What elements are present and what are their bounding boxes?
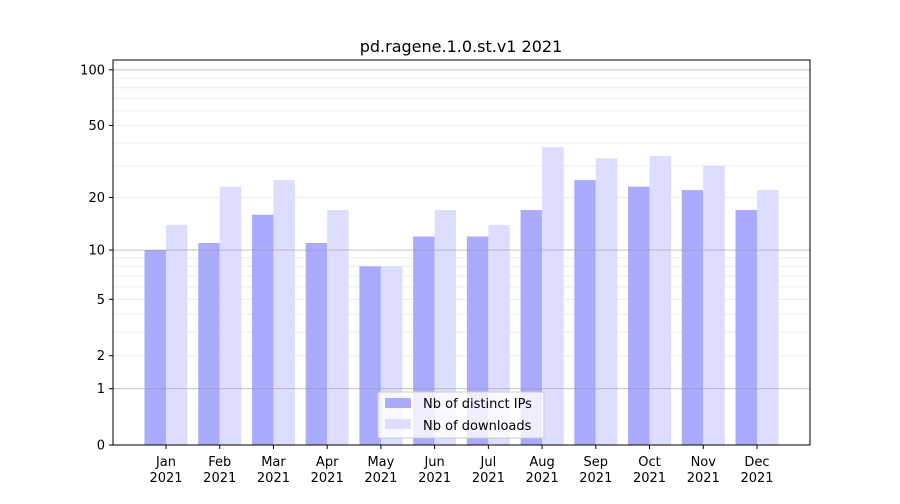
- bar-downloads: [327, 210, 349, 445]
- bar-downloads: [703, 165, 725, 445]
- x-tick-label: 2021: [364, 471, 397, 486]
- bar-ips: [251, 214, 274, 445]
- bar-downloads: [649, 155, 672, 446]
- bar-ips: [359, 266, 381, 445]
- y-tick-label: 50: [88, 119, 105, 134]
- x-tick-label: 2021: [311, 471, 344, 486]
- legend-swatch-downloads: [385, 419, 411, 429]
- y-axis: 0 1 2 5 10 20 50 100: [80, 63, 113, 454]
- legend-label-downloads: Nb of downloads: [423, 419, 532, 434]
- legend: Nb of distinct IPs Nb of downloads: [377, 391, 545, 439]
- bar-ips: [305, 243, 328, 445]
- y-tick-label: 20: [88, 191, 105, 206]
- legend-box: [377, 391, 545, 439]
- x-tick-label: Jun: [423, 455, 444, 470]
- y-tick-label: 10: [88, 244, 105, 259]
- x-tick-label: Apr: [316, 455, 339, 470]
- bars: [144, 147, 779, 446]
- bar-downloads: [166, 224, 188, 445]
- y-tick-label: 1: [97, 382, 105, 397]
- y-tick-label: 100: [80, 63, 105, 78]
- bar-ips: [520, 210, 543, 445]
- bar-downloads: [219, 186, 242, 446]
- x-tick-label: 2021: [203, 471, 236, 486]
- bar-downloads: [595, 158, 618, 445]
- bar-ips: [628, 186, 650, 446]
- y-tick-label: 2: [97, 349, 105, 364]
- bar-ips: [198, 243, 220, 445]
- x-tick-label: Oct: [638, 455, 660, 470]
- y-tick-label: 0: [97, 439, 105, 454]
- legend-label-ips: Nb of distinct IPs: [423, 397, 532, 412]
- x-tick-label: Jul: [480, 455, 497, 470]
- bar-downloads: [757, 190, 779, 445]
- x-tick-label: Feb: [208, 455, 231, 470]
- x-tick-label: 2021: [579, 471, 612, 486]
- x-tick-label: 2021: [418, 471, 451, 486]
- x-axis: Jan2021Feb2021Mar2021Apr2021May2021Jun20…: [149, 445, 774, 486]
- x-tick-label: 2021: [633, 471, 666, 486]
- x-tick-label: 2021: [257, 471, 290, 486]
- plot-frame: [112, 59, 811, 446]
- x-tick-label: Nov: [691, 455, 717, 470]
- major-grid: [113, 69, 810, 390]
- bar-downloads: [488, 224, 510, 445]
- x-tick-label: Dec: [744, 455, 769, 470]
- bar-ips: [681, 190, 704, 445]
- y-tick-label: 5: [97, 293, 105, 308]
- bar-ips: [144, 250, 166, 445]
- bar-ips: [735, 210, 757, 445]
- x-tick-label: May: [367, 455, 394, 470]
- bar-downloads: [542, 147, 564, 445]
- x-tick-label: 2021: [472, 471, 505, 486]
- bar-downloads: [273, 180, 295, 445]
- x-tick-label: 2021: [526, 471, 559, 486]
- chart-title: pd.ragene.1.0.st.v1 2021: [360, 37, 563, 56]
- bar-ips: [574, 180, 596, 445]
- x-tick-label: Mar: [261, 455, 286, 470]
- x-tick-label: Aug: [529, 455, 554, 470]
- legend-swatch-ips: [385, 398, 411, 408]
- x-tick-label: 2021: [687, 471, 720, 486]
- x-tick-label: Sep: [584, 455, 609, 470]
- bar-downloads: [434, 210, 457, 445]
- x-tick-label: 2021: [740, 471, 773, 486]
- x-tick-label: Jan: [155, 455, 176, 470]
- x-tick-label: 2021: [149, 471, 182, 486]
